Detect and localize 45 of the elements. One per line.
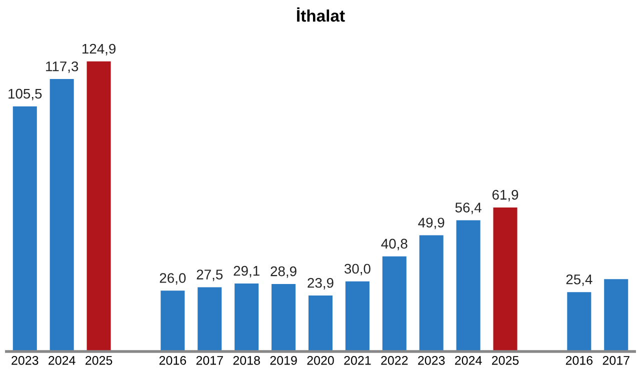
data-label: 26,0 [160, 273, 186, 285]
x-tick-label: 2025 [492, 356, 519, 365]
x-tick-label: 2016 [566, 356, 593, 365]
data-label: 40,8 [381, 238, 408, 250]
bar [567, 292, 592, 352]
bar [198, 287, 222, 352]
data-label: 23,9 [308, 278, 334, 290]
x-tick-label: 2024 [455, 356, 482, 365]
x-tick-label: 2019 [270, 356, 297, 365]
data-label: 27,5 [196, 270, 223, 282]
x-tick-label: 2016 [159, 356, 186, 365]
x-tick-label: 2025 [86, 356, 112, 365]
bar [86, 61, 111, 352]
data-label: 29,1 [234, 266, 260, 278]
x-tick-label: 2021 [344, 356, 371, 365]
x-tick-label: 2018 [233, 356, 260, 365]
bar [493, 207, 518, 352]
x-tick-label: 2017 [602, 356, 630, 365]
bar [345, 281, 370, 352]
data-label: 25,4 [566, 274, 592, 286]
x-tick-label: 2022 [381, 356, 408, 365]
data-label: 61,9 [492, 190, 518, 202]
x-tick-label: 2020 [307, 356, 334, 365]
bar [160, 290, 185, 352]
data-label: 30,0 [344, 264, 370, 276]
bar [604, 279, 628, 352]
bar [419, 235, 444, 352]
x-tick-label: 2024 [48, 356, 76, 365]
bar [12, 106, 37, 352]
data-label: 124,9 [82, 44, 116, 56]
data-label: 117,3 [46, 61, 78, 73]
bar [382, 256, 406, 352]
data-label: 28,9 [270, 266, 296, 278]
bar [234, 283, 259, 352]
bar [456, 220, 480, 352]
bar [308, 296, 333, 352]
data-label: 105,5 [8, 88, 42, 100]
data-label: 49,9 [418, 218, 444, 230]
x-tick-label: 2017 [196, 356, 223, 365]
x-tick-label: 2023 [418, 356, 445, 365]
data-label: 56,4 [455, 202, 482, 214]
bar [272, 284, 296, 352]
chart-title: İthalat [297, 7, 345, 22]
x-tick-label: 2023 [12, 356, 38, 365]
bar [50, 79, 74, 352]
